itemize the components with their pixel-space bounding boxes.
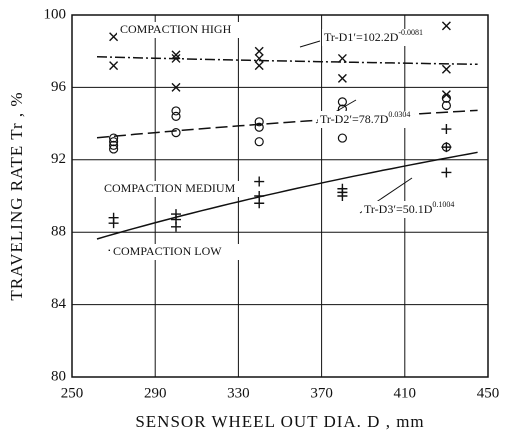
x-tick-label: 250 [61,385,84,401]
eq-lhs: Tr-D1′= [324,30,363,44]
point [337,191,348,201]
point [254,176,265,187]
y-tick-label: 92 [51,151,66,167]
fit-equation: Tr-D1′=102.2D-0.0081 [324,28,423,44]
point [171,128,181,138]
point [109,61,119,71]
series-label: COMPACTION MEDIUM [104,181,236,195]
point [254,117,264,127]
x-tick-label: 370 [310,385,333,401]
point [108,133,119,143]
point [337,133,347,143]
point [108,144,119,154]
x-tick-label: 290 [144,385,167,401]
y-tick-label: 84 [51,296,67,312]
label-bg [362,201,459,218]
eq-coef: 50.1 [403,202,424,216]
point [337,53,347,63]
eq-exp: 0.1004 [432,200,454,209]
y-tick-label: 80 [51,368,66,384]
point [108,140,119,150]
point [171,221,181,232]
eq-lhs: Tr-D3′= [364,202,403,216]
fit-line [96,151,478,240]
point [441,167,452,178]
y-axis-label: TRAVELING RATE Tr , % [7,91,26,300]
eq-exp: -0.0081 [398,28,423,37]
point [441,124,452,135]
eq-var: D [424,202,433,216]
leader-line [299,40,321,48]
eq-coef: 78.7 [359,112,380,126]
eq-var: D [390,30,399,44]
fit-line [96,109,478,139]
label-bg [318,111,415,128]
point [171,50,181,60]
point [108,137,119,147]
x-tick-label: 410 [394,385,417,401]
x-tick-label: 330 [227,385,250,401]
point [254,46,264,56]
x-tick-label: 450 [477,385,500,401]
series-label: COMPACTION LOW [113,244,222,258]
eq-lhs: Tr-D2′= [320,112,359,126]
eq-var: D [380,112,389,126]
point [171,106,181,116]
point [441,142,452,153]
point [171,111,181,121]
point [108,218,119,229]
point [441,21,451,31]
label-bg [110,244,285,260]
x-axis-label: SENSOR WHEEL OUT DIA. D , mm [135,412,424,431]
label-bg [322,29,428,46]
point [254,122,264,132]
fit-equation: Tr-D3′=50.1D0.1004 [364,200,454,216]
fit-equation: Tr-D2′=78.7D0.0304 [320,110,410,126]
point [441,93,451,103]
y-tick-label: 100 [44,6,67,22]
point [441,100,451,111]
y-tick-label: 96 [51,79,67,95]
label-bg [117,22,292,38]
label-bg [101,181,276,197]
point [441,64,451,74]
eq-exp: 0.0304 [388,110,410,119]
point [254,61,264,71]
point [254,137,264,147]
point [337,97,347,107]
point [254,198,265,209]
point [109,32,119,42]
point [171,82,181,92]
eq-coef: 102.2 [363,30,390,44]
series-label: COMPACTION HIGH [120,22,232,36]
point [337,73,347,83]
y-tick-label: 88 [51,224,66,240]
fit-line [96,56,478,66]
